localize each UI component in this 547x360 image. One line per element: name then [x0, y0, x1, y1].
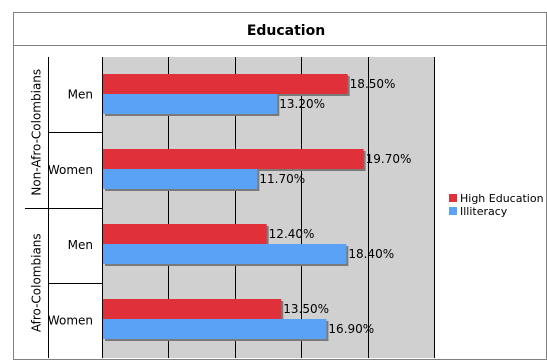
data-label: 12.40%: [269, 227, 315, 241]
legend-label: High Education: [460, 192, 544, 205]
data-label: 13.50%: [283, 302, 329, 316]
bar: [103, 149, 364, 169]
bar: [103, 244, 347, 264]
legend-swatch: [449, 207, 457, 215]
bar: [103, 299, 282, 319]
data-label: 16.90%: [328, 322, 374, 336]
bar: [103, 94, 278, 114]
bar: [103, 319, 327, 339]
data-label: 18.40%: [348, 247, 394, 261]
category-label: Women: [48, 313, 93, 327]
legend-label: Illiteracy: [460, 205, 508, 218]
category-label: Women: [48, 163, 93, 177]
bar: [103, 224, 267, 244]
data-label: 18.50%: [350, 77, 396, 91]
bar: [103, 169, 258, 189]
category-label: Men: [68, 238, 93, 252]
data-label: 19.70%: [366, 152, 412, 166]
legend-swatch: [449, 194, 457, 202]
data-label: 11.70%: [259, 172, 305, 186]
category-label: Men: [68, 88, 93, 102]
bar: [103, 74, 348, 94]
data-label: 13.20%: [279, 97, 325, 111]
group-label: Afro-Colombians: [30, 233, 44, 332]
chart-title: Education: [247, 23, 325, 39]
group-label: Non-Afro-Colombians: [30, 69, 44, 196]
